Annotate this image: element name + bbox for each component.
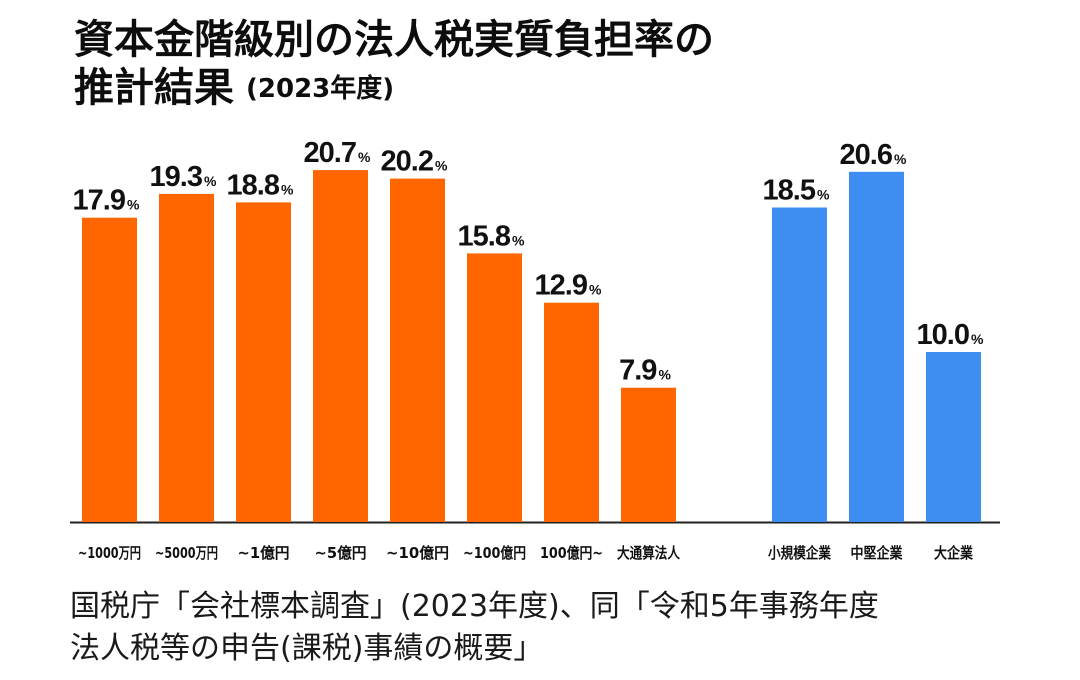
data-label: 12.9%: [535, 270, 602, 302]
tick-label: ~1000万円: [78, 544, 141, 562]
tick-label: ~10億円: [386, 544, 449, 562]
data-label: 20.6%: [840, 139, 907, 171]
tick-label: 中堅企業: [851, 544, 904, 562]
source-note: 国税庁「会社標本調査」(2023年度)、同「令和5年事務年度 法人税等の申告(課…: [70, 586, 879, 670]
tick-label: ~5000万円: [155, 544, 218, 562]
bar: [621, 387, 676, 522]
bar: [236, 202, 291, 522]
bar: [772, 207, 827, 522]
tick-label: ~1億円: [238, 544, 290, 562]
tick-label: ~5億円: [315, 544, 367, 562]
bar: [82, 217, 137, 522]
title-year: (2023年度): [246, 74, 395, 104]
title-line-1: 資本金階級別の法人税実質負担率の: [74, 17, 714, 63]
tick-label: ~100億円: [463, 544, 526, 562]
data-label: 15.8%: [458, 220, 525, 252]
chart-title: 資本金階級別の法人税実質負担率の 推計結果 (2023年度): [74, 16, 714, 113]
bar: [926, 352, 981, 522]
data-label: 20.2%: [381, 146, 448, 178]
data-label: 18.5%: [763, 175, 830, 207]
tick-label: 大企業: [934, 544, 974, 562]
bar: [849, 171, 904, 523]
data-label: 17.9%: [73, 185, 140, 217]
source-line-2: 法人税等の申告(課税)事績の概要」: [70, 631, 544, 666]
bar: [313, 170, 368, 522]
title-main: 推計結果: [74, 65, 234, 111]
bar: [159, 193, 214, 522]
tick-label: 大通算法人: [617, 544, 681, 562]
bar: [390, 178, 445, 522]
source-line-1: 国税庁「会社標本調査」(2023年度)、同「令和5年事務年度: [70, 589, 879, 624]
bar: [544, 302, 599, 522]
bar: [467, 253, 522, 522]
data-label: 10.0%: [917, 319, 984, 351]
tick-label: 100億円~: [540, 544, 603, 562]
data-label: 19.3%: [150, 161, 217, 193]
data-label: 20.7%: [304, 137, 371, 169]
tick-label: 小規模企業: [768, 544, 832, 562]
data-label: 18.8%: [227, 169, 294, 201]
data-label: 7.9%: [619, 355, 671, 387]
title-line-2: 推計結果 (2023年度): [74, 64, 714, 113]
